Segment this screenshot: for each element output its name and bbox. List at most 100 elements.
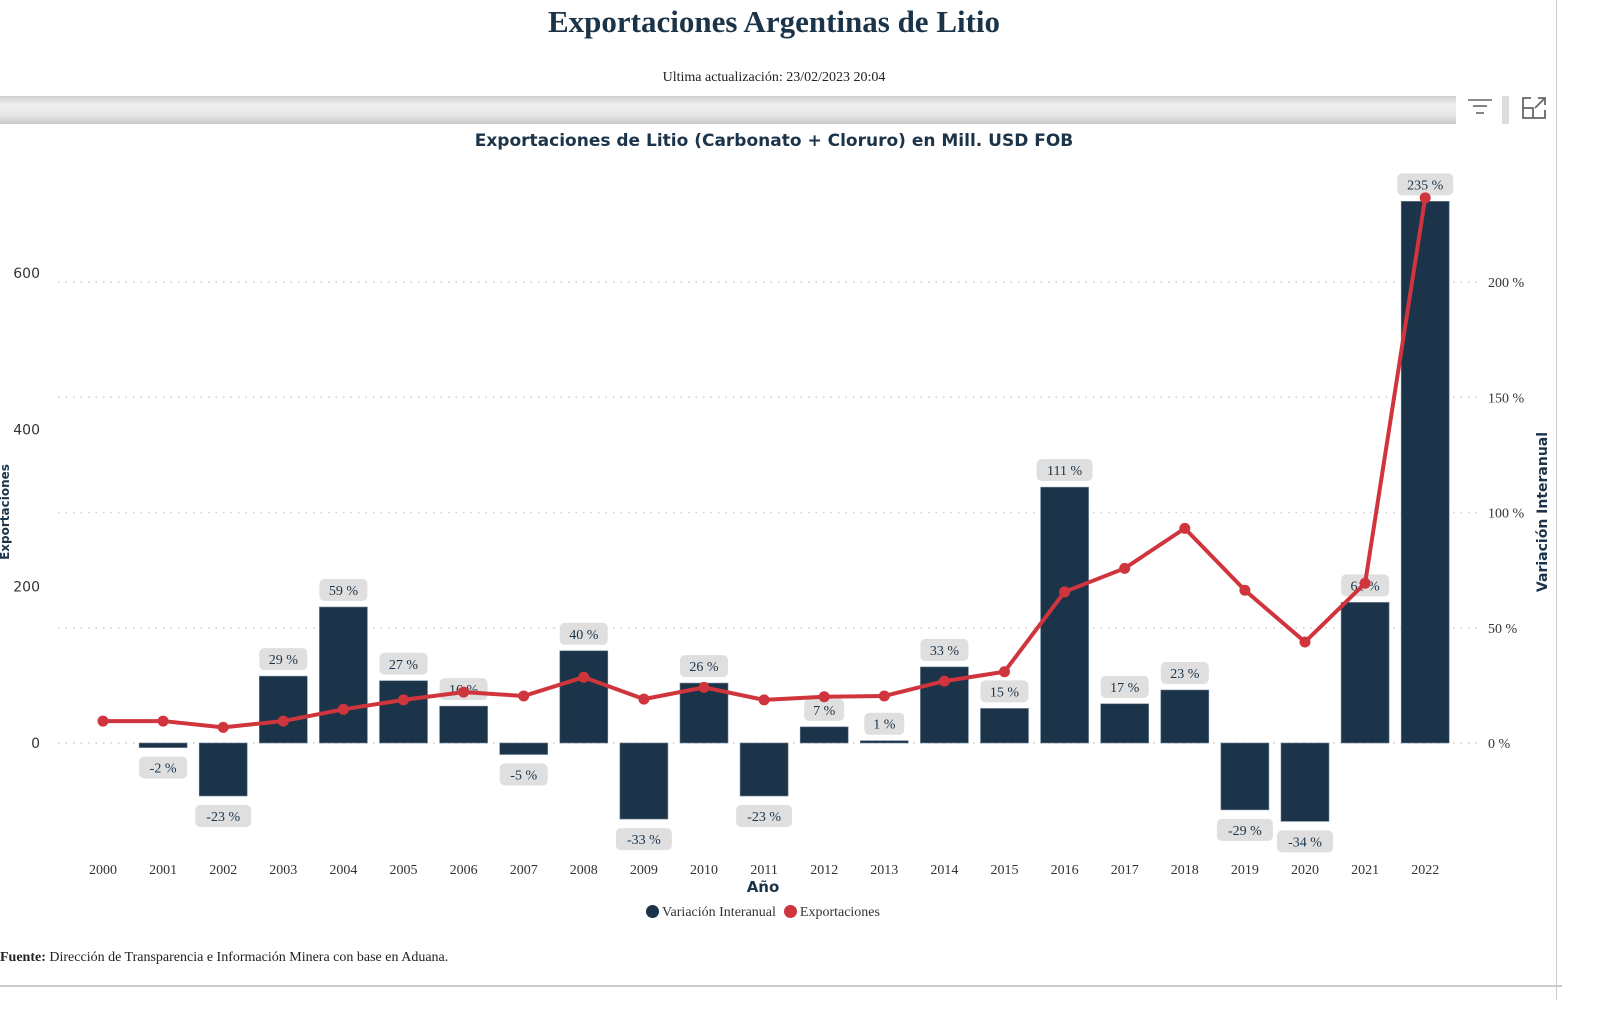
bar <box>319 606 368 744</box>
bar <box>980 708 1029 744</box>
data-label-text: -34 % <box>1288 835 1322 850</box>
data-label-bg <box>259 648 308 671</box>
data-label-bg <box>920 638 969 661</box>
left-tick-label: 600 <box>13 266 40 282</box>
bar <box>1280 742 1330 822</box>
line-point <box>337 703 349 715</box>
filter-icon[interactable] <box>1465 94 1495 124</box>
bar <box>258 675 308 744</box>
x-tick-label: 2018 <box>1171 863 1199 878</box>
x-tick-label: 2010 <box>690 863 718 878</box>
bar <box>1160 689 1210 744</box>
data-label-bg <box>980 680 1029 703</box>
bar <box>1340 602 1390 744</box>
legend-label: Exportaciones <box>799 905 880 920</box>
bar <box>739 742 789 797</box>
visual-header-strip <box>0 96 1456 124</box>
x-tick-label: 2003 <box>269 863 297 878</box>
data-label: 29 % <box>259 648 308 671</box>
data-label: 17 % <box>1100 675 1149 698</box>
data-label: 15 % <box>980 680 1029 703</box>
x-tick-label: 2015 <box>991 863 1019 878</box>
left-tick-label: 0 <box>31 736 40 752</box>
x-tick-label: 2021 <box>1351 863 1379 878</box>
right-axis-title: Variación Interanual <box>1535 432 1551 592</box>
data-label: -5 % <box>499 763 548 786</box>
data-label: 33 % <box>920 638 969 661</box>
x-tick-label: 2005 <box>390 863 418 878</box>
left-tick-label: 400 <box>13 423 40 439</box>
card-border <box>1556 0 1563 1000</box>
data-label-text: 1 % <box>873 718 896 733</box>
data-label-bg <box>615 828 672 851</box>
data-label-bg <box>864 712 905 735</box>
focus-mode-icon[interactable] <box>1519 94 1549 124</box>
data-label-bg <box>1216 818 1273 841</box>
data-label-bg <box>559 622 608 645</box>
line-point <box>938 675 950 687</box>
line-point <box>217 721 229 733</box>
data-label-text: 33 % <box>930 644 960 659</box>
data-label-text: 40 % <box>569 628 599 643</box>
last-updated: Ultima actualización: 23/02/2023 20:04 <box>662 70 886 85</box>
data-label-text: -29 % <box>1228 824 1262 839</box>
chart-title: Exportaciones de Litio (Carbonato + Clor… <box>474 131 1074 151</box>
page-title: Exportaciones Argentinas de Litio <box>547 4 1001 39</box>
bar <box>198 742 248 797</box>
data-label-bg <box>804 698 845 721</box>
bar <box>499 742 549 755</box>
x-tick-label: 2016 <box>1051 863 1079 878</box>
data-label-text: -23 % <box>747 810 781 825</box>
line-point <box>999 666 1010 678</box>
x-tick-label: 2012 <box>810 863 838 878</box>
data-label: 26 % <box>680 655 728 678</box>
data-label-text: 111 % <box>1047 464 1082 479</box>
data-label: 59 % <box>319 579 368 602</box>
x-tick-label: 2006 <box>450 863 478 878</box>
bar <box>859 740 909 744</box>
bar <box>1220 742 1270 811</box>
line-point <box>638 693 650 705</box>
data-label-text: -2 % <box>150 762 177 777</box>
bar <box>138 742 188 748</box>
right-tick-label: 200 % <box>1488 276 1525 291</box>
data-label-bg <box>680 655 728 678</box>
line-point <box>277 715 289 727</box>
x-tick-label: 2020 <box>1291 863 1319 878</box>
x-tick-label: 2017 <box>1111 863 1139 878</box>
data-label-bg <box>1277 830 1333 853</box>
data-label: 27 % <box>379 652 428 675</box>
bar <box>439 705 488 744</box>
data-label-bg <box>319 579 368 602</box>
source-text: Dirección de Transparencia e Información… <box>45 950 449 965</box>
data-label: -33 % <box>615 828 672 851</box>
x-tick-label: 2019 <box>1231 863 1259 878</box>
data-label-bg <box>379 652 428 675</box>
data-label-text: 29 % <box>269 653 299 668</box>
x-tick-label: 2000 <box>89 863 117 878</box>
legend-label: Variación Interanual <box>662 905 776 920</box>
x-tick-label: 2001 <box>149 863 177 878</box>
legend-item-variacion[interactable]: Variación Interanual <box>646 905 776 921</box>
data-label: -34 % <box>1277 830 1333 853</box>
strip-separator <box>1502 96 1509 124</box>
line-point <box>97 715 109 727</box>
data-label-bg <box>1036 459 1093 482</box>
x-tick-label: 2022 <box>1411 863 1439 878</box>
data-label-text: 26 % <box>689 660 719 675</box>
data-label-bg <box>1397 173 1454 196</box>
legend-item-exportaciones[interactable]: Exportaciones <box>783 905 880 921</box>
data-label-bg <box>139 756 188 779</box>
data-label: 111 % <box>1036 459 1093 482</box>
data-label-bg <box>1160 661 1209 684</box>
line-point <box>518 690 530 702</box>
data-label-bg <box>499 763 548 786</box>
right-tick-label: 150 % <box>1488 391 1525 406</box>
legend: Variación Interanual Exportaciones <box>646 905 880 921</box>
line-point <box>578 671 590 683</box>
data-label: 23 % <box>1160 661 1209 684</box>
x-tick-label: 2014 <box>930 863 958 878</box>
x-tick-label: 2007 <box>510 863 538 878</box>
x-tick-label: 2011 <box>750 863 777 878</box>
